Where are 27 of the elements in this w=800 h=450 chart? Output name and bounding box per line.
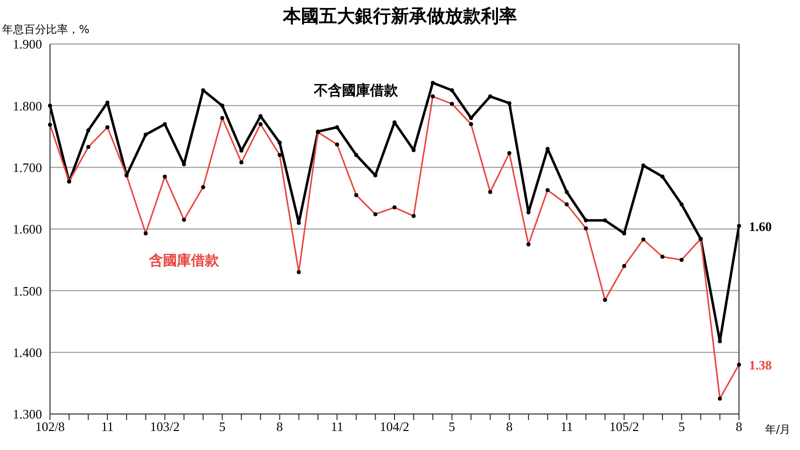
y-tick-label: 1.500 (12, 283, 42, 298)
x-tick-label: 104/2 (380, 419, 410, 434)
x-tick-label: 8 (736, 419, 742, 434)
y-tick-label: 1.300 (12, 406, 42, 422)
x-tick-label: 8 (276, 419, 283, 434)
x-tick-label: 5 (448, 419, 456, 434)
x-tick-label: 103/2 (150, 419, 180, 434)
y-tick-label: 1.900 (12, 36, 42, 52)
x-tick-label: 105/2 (609, 419, 639, 434)
data-label: 1.38 (749, 358, 772, 373)
data-label: 1.60 (749, 218, 772, 234)
chart-title: 本國五大銀行新承做放款利率 (283, 6, 517, 26)
series-label: 不含國庫借款 (313, 82, 400, 99)
x-tick-label: 11 (560, 419, 574, 434)
x-tick-label: 8 (506, 419, 513, 434)
x-axis-title: 年/月 (765, 422, 791, 437)
x-tick-label: 5 (678, 419, 685, 434)
x-tick-label: 102/8 (35, 419, 65, 434)
y-tick-label: 1.400 (12, 344, 42, 360)
y-tick-label: 1.600 (12, 222, 42, 237)
x-tick-label: 5 (219, 419, 226, 434)
x-tick-label: 11 (101, 419, 114, 434)
x-tick-label: 11 (330, 419, 344, 434)
series-label: 含國庫借款 (148, 252, 220, 269)
y-tick-label: 1.800 (12, 98, 42, 114)
y-axis-title: 年息百分比率，% (2, 22, 90, 37)
y-tick-label: 1.700 (12, 160, 42, 175)
